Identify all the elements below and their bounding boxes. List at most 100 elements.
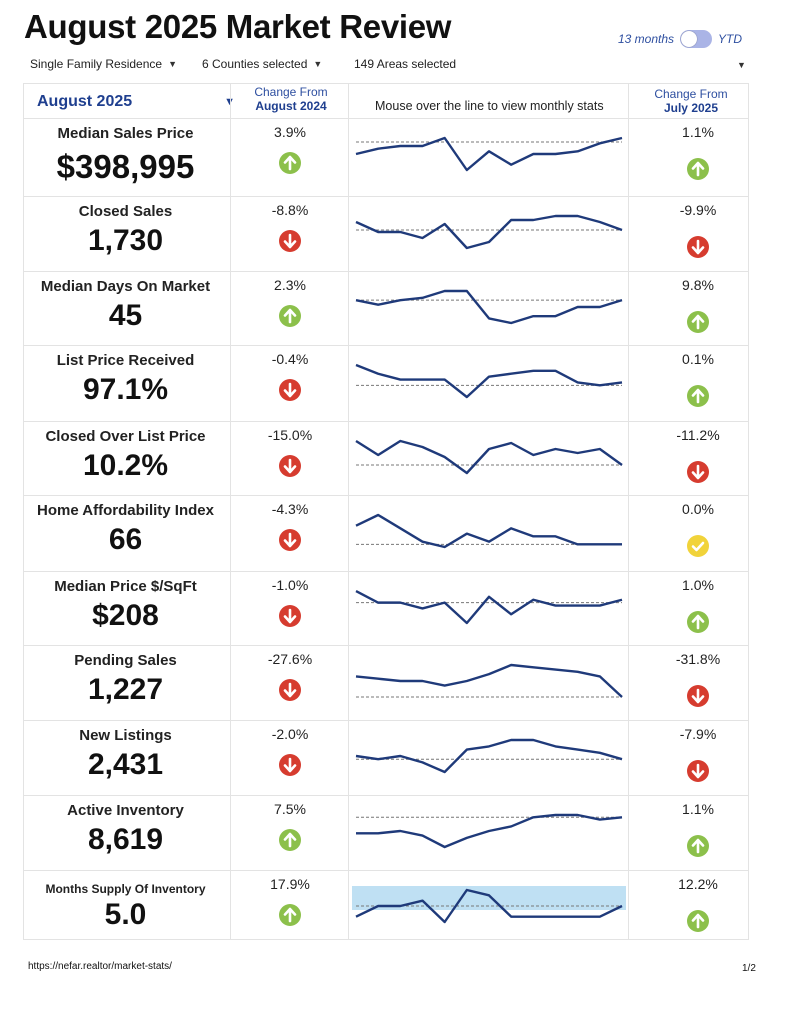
arrow-down-icon (279, 679, 301, 701)
arrow-down-icon (279, 379, 301, 401)
metric-value: 10.2% (82, 449, 169, 482)
grid-line (348, 83, 349, 939)
metric-label: Pending Sales (74, 652, 177, 669)
trend-sparkline[interactable] (350, 271, 628, 346)
metric-value: 66 (108, 523, 143, 556)
toggle-switch[interactable] (680, 30, 713, 48)
arrow-down-icon (279, 754, 301, 776)
page-title: August 2025 Market Review (24, 8, 452, 45)
arrow-down-icon (279, 605, 301, 627)
trend-sparkline[interactable] (350, 720, 628, 795)
arrow-up-icon (687, 385, 709, 407)
change-prev-month: 1.0% (682, 577, 714, 593)
metric-value: $208 (92, 599, 159, 632)
trend-line[interactable] (355, 439, 623, 475)
grid-line (23, 83, 749, 84)
page-number: 1/2 (742, 963, 756, 974)
areas-label: 149 Areas selected (354, 57, 457, 71)
header-change-prev-year: Change From August 2024 (231, 85, 351, 113)
chart-hint: Mouse over the line to view monthly stat… (375, 99, 604, 113)
chevron-down-icon[interactable]: ▼ (737, 60, 746, 70)
period-toggle[interactable]: 13 months YTD (618, 30, 742, 48)
property-type-dropdown[interactable]: Single Family Residence ▼ (30, 57, 177, 71)
metric-row: List Price Received 97.1% -0.4% 0.1% (23, 345, 749, 420)
metric-value: 45 (108, 299, 143, 332)
grid-line (23, 495, 749, 496)
trend-sparkline[interactable] (350, 571, 628, 646)
trend-sparkline[interactable] (350, 345, 628, 420)
trend-line[interactable] (355, 363, 623, 399)
header-change-prev-month: Change From July 2025 (631, 87, 751, 115)
metric-label: List Price Received (56, 352, 195, 369)
metric-label: Closed Over List Price (45, 428, 206, 445)
grid-line (23, 196, 749, 197)
check-icon (687, 535, 709, 557)
trend-sparkline[interactable] (350, 196, 628, 271)
change-prev-month: 0.1% (682, 351, 714, 367)
trend-sparkline[interactable] (350, 795, 628, 870)
metric-value: 1,730 (87, 224, 164, 257)
trend-sparkline[interactable] (350, 421, 628, 496)
trend-sparkline[interactable] (350, 870, 628, 945)
trend-line[interactable] (355, 738, 623, 774)
metric-row: Active Inventory 8,619 7.5% 1.1% (23, 795, 749, 870)
change-prev-year: -15.0% (267, 427, 313, 443)
trend-line[interactable] (355, 888, 623, 924)
grid-line (23, 720, 749, 721)
trend-sparkline[interactable] (350, 495, 628, 570)
trend-line[interactable] (355, 513, 622, 549)
header-prev-month-line2: July 2025 (663, 101, 719, 115)
arrow-down-icon (687, 760, 709, 782)
header-prev-year-line1: Change From (254, 85, 328, 99)
trend-line[interactable] (356, 813, 623, 849)
counties-label: 6 Counties selected (202, 57, 308, 71)
filter-bar: Single Family Residence ▼ 6 Counties sel… (30, 57, 750, 75)
metric-row: Closed Sales 1,730 -8.8% -9.9% (23, 196, 749, 271)
chevron-down-icon: ▼ (224, 96, 235, 108)
trend-sparkline[interactable] (350, 645, 628, 720)
chevron-down-icon: ▼ (313, 59, 323, 69)
change-prev-year: -1.0% (271, 577, 309, 593)
footer-url[interactable]: https://nefar.realtor/market-stats/ (28, 961, 172, 972)
change-prev-month: -7.9% (679, 726, 717, 742)
counties-dropdown[interactable]: 6 Counties selected ▼ (202, 57, 322, 71)
grid-line (23, 345, 749, 346)
month-label: August 2025 (37, 93, 133, 110)
trend-sparkline[interactable] (350, 118, 628, 193)
property-type-label: Single Family Residence (30, 57, 163, 71)
toggle-right-label: YTD (718, 32, 743, 46)
arrow-down-icon (279, 455, 301, 477)
arrow-up-icon (687, 835, 709, 857)
arrow-down-icon (279, 529, 301, 551)
metric-value: 8,619 (87, 823, 164, 856)
metric-row: New Listings 2,431 -2.0% -7.9% (23, 720, 749, 795)
metric-label: Median Days On Market (40, 278, 211, 295)
month-dropdown[interactable]: August 2025 ▼ (37, 93, 235, 111)
grid-line (23, 870, 749, 871)
metric-label: New Listings (79, 727, 172, 744)
change-prev-year: -2.0% (271, 726, 309, 742)
arrow-up-icon (279, 305, 301, 327)
grid-line (23, 571, 749, 572)
trend-line[interactable] (355, 663, 623, 698)
arrow-up-icon (279, 152, 301, 174)
grid-line (230, 83, 231, 939)
change-prev-year: -0.4% (271, 351, 309, 367)
metric-row: Median Price $/SqFt $208 -1.0% 1.0% (23, 571, 749, 646)
change-prev-month: 1.1% (682, 801, 714, 817)
areas-dropdown[interactable]: 149 Areas selected (354, 57, 456, 71)
change-prev-year: 3.9% (274, 124, 306, 140)
arrow-up-icon (687, 910, 709, 932)
trend-line[interactable] (355, 214, 623, 250)
trend-line[interactable] (355, 589, 623, 625)
trend-line[interactable] (355, 136, 623, 172)
arrow-up-icon (687, 611, 709, 633)
change-prev-year: -27.6% (267, 651, 313, 667)
metric-row: Closed Over List Price 10.2% -15.0% -11.2% (23, 421, 749, 496)
change-prev-month: -31.8% (675, 651, 721, 667)
arrow-up-icon (687, 311, 709, 333)
change-prev-year: 2.3% (274, 277, 306, 293)
trend-line[interactable] (355, 289, 623, 325)
metric-row: Pending Sales 1,227 -27.6% -31.8% (23, 645, 749, 720)
grid-line (23, 421, 749, 422)
